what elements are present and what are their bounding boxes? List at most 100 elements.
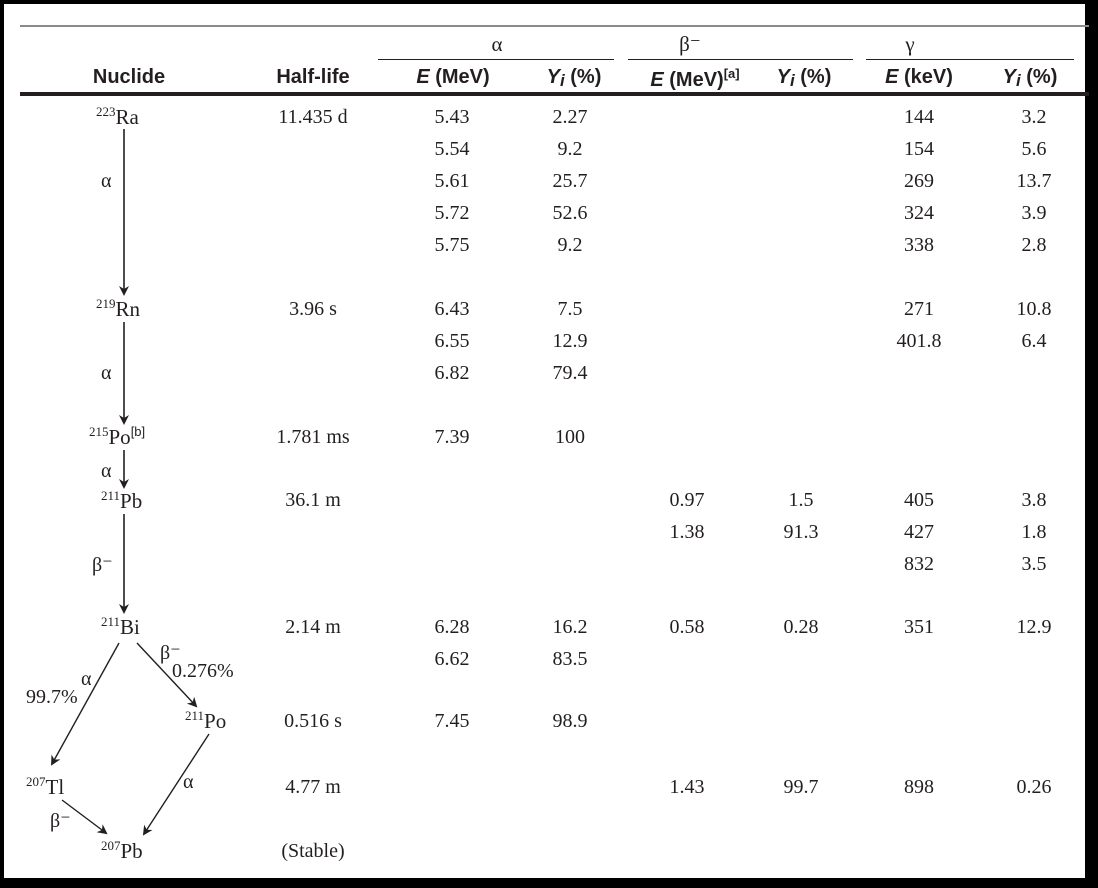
alpha-energy: 5.72 [434,202,470,224]
half-life-pb-207: (Stable) [281,840,345,862]
alpha-energy: 6.28 [434,616,470,638]
gamma-yield: 12.9 [1016,616,1052,638]
gamma-yield: 0.26 [1016,776,1052,798]
alpha-energy: 6.62 [434,648,470,670]
top-rule [20,25,1089,27]
decay-label-pb-bi: β⁻ [92,554,113,576]
col-header-alpha-energy: E (MeV) [398,66,508,89]
element-symbol: Po [108,425,131,449]
alpha-yield: 83.5 [552,648,588,670]
gamma-yield: 3.2 [1021,106,1047,128]
mass-number: 211 [101,614,121,629]
table-row: 1.43 99.7 898 0.26 [4,776,1085,802]
alpha-energy: 5.61 [434,170,470,192]
gamma-yield: 13.7 [1016,170,1052,192]
table-row: 6.62 83.5 [4,648,1085,674]
footnote-a: [a] [723,66,740,81]
energy-unit: (MeV) [429,66,490,88]
energy-symbol: E [885,66,899,88]
alpha-energy: 5.43 [434,106,470,128]
group-rule-gamma [866,59,1074,60]
mass-number: 223 [96,104,116,119]
mass-number: 211 [101,488,121,503]
group-header-alpha: α [491,32,503,56]
gamma-energy: 832 [904,553,934,575]
element-symbol: Bi [120,615,140,639]
gamma-energy: 144 [904,106,934,128]
alpha-energy: 6.82 [434,362,470,384]
yield-unit: (%) [1020,66,1058,88]
table-row: 832 3.5 [4,553,1085,579]
gamma-energy: 401.8 [896,330,942,352]
group-rule-beta [628,59,853,60]
beta-energy: 1.43 [669,776,705,798]
decay-chain-arrows [51,129,210,836]
beta-energy: 0.58 [669,616,705,638]
yield-subscript: i [789,71,795,90]
mass-number: 211 [185,708,205,723]
table-row: 7.39 100 [4,426,1085,452]
half-life-po-215: 1.781 ms [276,426,350,448]
table-row: 5.43 2.27 144 3.2 [4,106,1085,132]
gamma-yield: 10.8 [1016,298,1052,320]
mass-number: 207 [101,838,121,853]
decay-label-po-pb207: α [183,771,194,793]
gamma-energy: 271 [904,298,934,320]
beta-yield: 91.3 [783,521,819,543]
half-life-bi-211: 2.14 m [285,616,341,638]
col-header-half-life: Half-life [276,66,350,88]
yield-symbol: Y [776,66,790,88]
table-row: 7.45 98.9 [4,710,1085,736]
table-row: 6.82 79.4 [4,362,1085,388]
half-life-pb-211: 36.1 m [285,489,341,511]
gamma-energy: 898 [904,776,934,798]
table-row: 5.54 9.2 154 5.6 [4,138,1085,164]
beta-yield: 0.28 [783,616,819,638]
table-row: 5.75 9.2 338 2.8 [4,234,1085,260]
alpha-yield: 2.27 [552,106,588,128]
gamma-energy: 351 [904,616,934,638]
nuclide-bi-211: 211Bi [101,614,140,640]
nuclide-rn-219: 219Rn [96,296,140,322]
decay-label-bi-tl-mode: α [81,668,92,690]
nuclide-pb-211: 211Pb [101,488,142,514]
gamma-energy: 405 [904,489,934,511]
gamma-yield: 3.9 [1021,202,1047,224]
gamma-energy: 269 [904,170,934,192]
half-life-tl-207: 4.77 m [285,776,341,798]
mass-number: 215 [89,424,109,439]
nuclide-pb-207: 207Pb [101,838,143,864]
energy-unit: (MeV) [663,69,724,91]
gamma-yield: 5.6 [1021,138,1047,160]
alpha-yield: 98.9 [552,710,588,732]
mass-number: 219 [96,296,116,311]
energy-symbol: E [650,69,664,91]
col-header-beta-yield: Yi (%) [749,66,859,91]
yield-unit: (%) [794,66,832,88]
alpha-energy: 6.43 [434,298,470,320]
yield-symbol: Y [1002,66,1016,88]
yield-subscript: i [559,71,565,90]
element-symbol: Pb [120,489,143,513]
table-row: 6.55 12.9 401.8 6.4 [4,330,1085,356]
table-row: 5.72 52.6 324 3.9 [4,202,1085,228]
half-life-rn-219: 3.96 s [289,298,337,320]
group-rule-alpha [378,59,614,60]
mass-number: 207 [26,774,46,789]
yield-symbol: Y [546,66,560,88]
beta-energy: 0.97 [669,489,705,511]
decay-label-po-pb: α [101,460,112,482]
half-life-ra-223: 11.435 d [278,106,348,128]
element-symbol: Rn [115,297,141,321]
footnote-b: [b] [130,424,146,439]
group-header-gamma: γ [905,32,915,56]
beta-yield: 1.5 [788,489,814,511]
col-header-gamma-energy: E (keV) [864,66,974,89]
col-header-gamma-yield: Yi (%) [980,66,1080,91]
gamma-yield: 6.4 [1021,330,1047,352]
gamma-energy: 427 [904,521,934,543]
alpha-energy: 6.55 [434,330,470,352]
alpha-yield: 9.2 [557,138,583,160]
element-symbol: Po [204,709,227,733]
table-row: 1.38 91.3 427 1.8 [4,521,1085,547]
